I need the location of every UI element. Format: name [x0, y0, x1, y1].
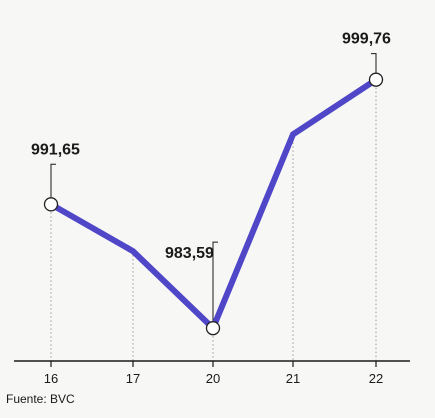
label-connector-20 [212, 241, 218, 329]
label-connector-22 [371, 53, 377, 73]
data-labels: 991,65 983,59 999,76 [31, 31, 391, 263]
data-point-22 [368, 72, 384, 87]
label-connectors [50, 53, 377, 329]
data-label-20: 983,59 [165, 245, 214, 262]
data-label-22: 999,76 [342, 31, 391, 48]
source-note: Fuente: BVC [6, 392, 75, 406]
data-label-16: 991,65 [31, 141, 80, 158]
data-point-16 [43, 197, 59, 212]
x-tick-label-20: 20 [206, 371, 220, 386]
x-tick-label-16: 16 [44, 371, 58, 386]
data-points [43, 72, 384, 336]
x-tick-label-22: 22 [369, 371, 383, 386]
data-point-20 [205, 321, 221, 336]
x-tick-labels: 16 17 20 21 22 [44, 371, 383, 386]
x-ticks [50, 361, 377, 367]
label-connector-16 [50, 163, 56, 198]
x-tick-label-17: 17 [126, 371, 140, 386]
x-tick-label-21: 21 [286, 371, 300, 386]
